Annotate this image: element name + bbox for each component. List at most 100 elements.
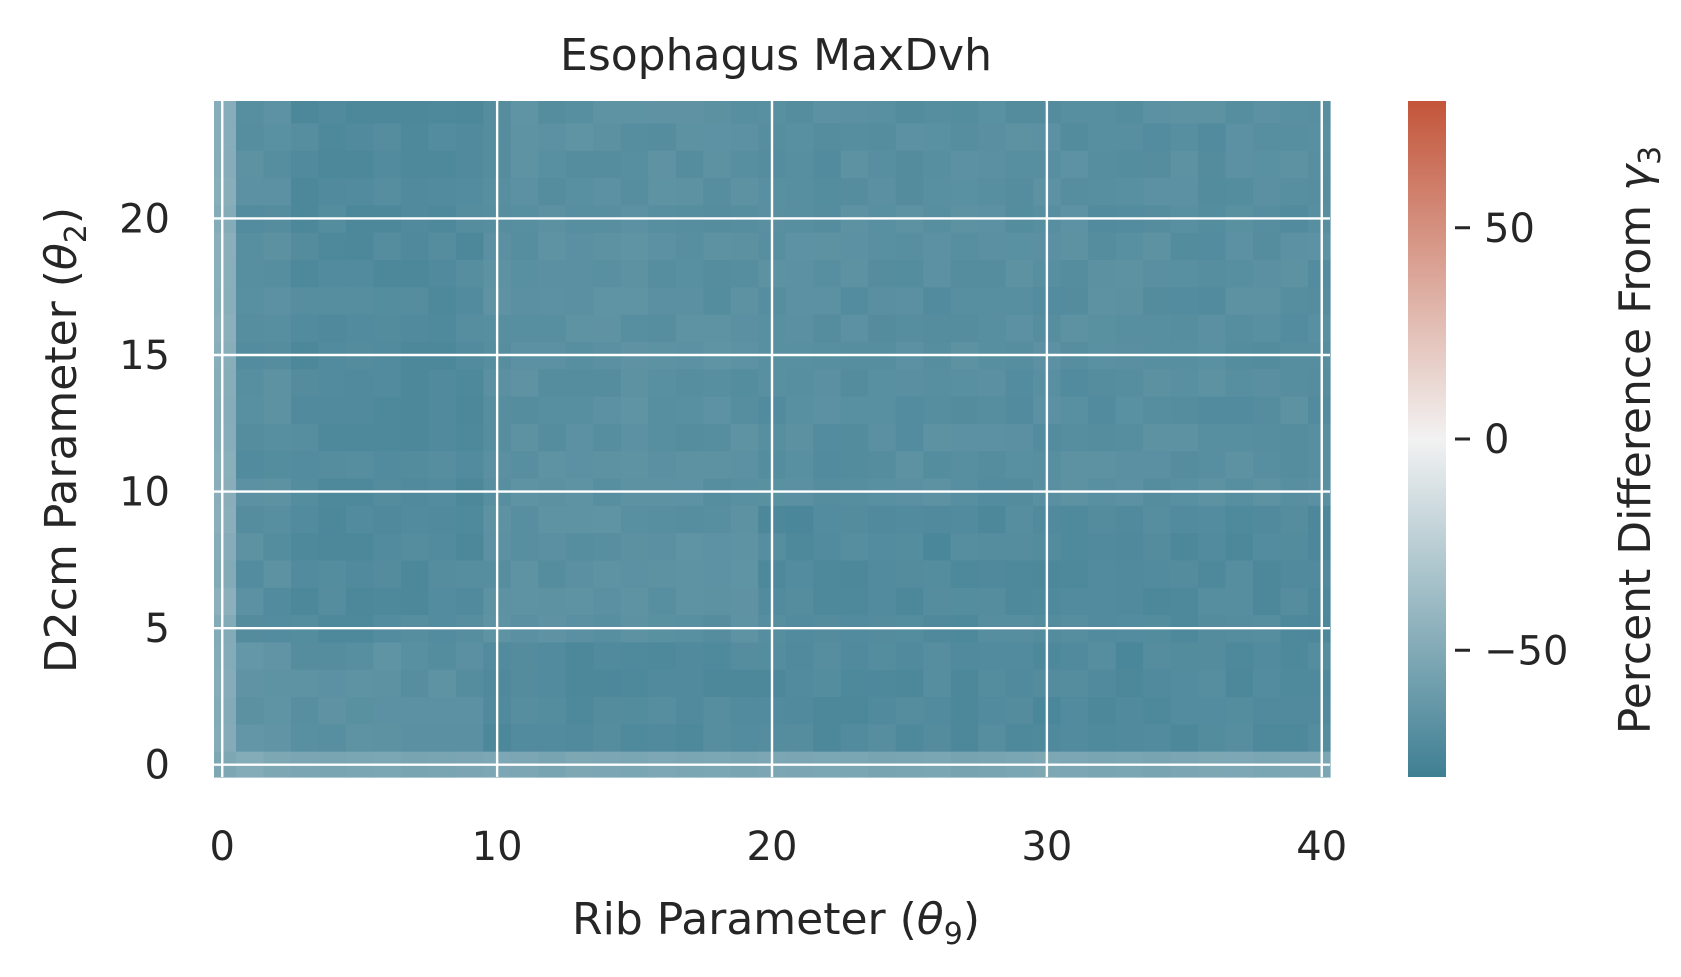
heatmap-cell (1143, 286, 1172, 315)
heatmap-cell (620, 395, 649, 424)
heatmap-cell (1170, 150, 1199, 179)
heatmap-cell (703, 259, 732, 288)
heatmap-cell (538, 368, 567, 397)
heatmap-cell (978, 368, 1007, 397)
heatmap-cell (895, 423, 924, 452)
heatmap-cell (263, 259, 292, 288)
heatmap-cell (318, 587, 347, 616)
heatmap-cell (1225, 368, 1254, 397)
heatmap-cell (1060, 259, 1089, 288)
heatmap-cell (813, 395, 842, 424)
heatmap-cell (1060, 395, 1089, 424)
heatmap-cell (785, 723, 814, 752)
heatmap-cell (1005, 101, 1034, 124)
heatmap-cell (868, 232, 897, 261)
heatmap-cell (538, 177, 567, 206)
heatmap-cell (785, 259, 814, 288)
heatmap-cell (1143, 232, 1172, 261)
heatmap-cell (565, 177, 594, 206)
heatmap-cell (455, 587, 484, 616)
heatmap-cell (1225, 723, 1254, 752)
heatmap-cell (840, 101, 869, 124)
heatmap-cell (373, 532, 402, 561)
heatmap-cell (455, 505, 484, 534)
heatmap-cell (400, 177, 430, 206)
heatmap-cell (950, 286, 979, 315)
heatmap-cell (730, 101, 759, 124)
heatmap-cell (923, 395, 952, 424)
heatmap-cell (1060, 723, 1089, 752)
heatmap-cell (1170, 314, 1199, 342)
heatmap-cell (214, 259, 237, 288)
heatmap-cell (1115, 259, 1144, 288)
heatmap-cell (1005, 259, 1034, 288)
heatmap-cell (813, 314, 842, 342)
heatmap-cell (455, 101, 484, 124)
heatmap-cell (538, 259, 567, 288)
heatmap-cell (565, 696, 594, 725)
heatmap-cell (923, 101, 952, 124)
heatmap-cell (1088, 505, 1117, 534)
heatmap-cell (214, 286, 237, 315)
heatmap-cell (1005, 505, 1034, 534)
heatmap-cell (1115, 122, 1144, 151)
heatmap-cell (1225, 232, 1254, 261)
heatmap-cell (1198, 150, 1227, 179)
heatmap-cell (895, 259, 924, 288)
heatmap-cell (1088, 423, 1117, 452)
heatmap-cell (950, 150, 979, 179)
heatmap-cell (1253, 368, 1282, 397)
y-tick-label: 15 (119, 333, 170, 379)
heatmap-cell (373, 314, 402, 342)
heatmap-cell (263, 559, 292, 588)
heatmap-cell (263, 314, 292, 342)
heatmap-cell (895, 150, 924, 179)
heatmap-cell (1115, 101, 1144, 124)
heatmap-cell (1115, 177, 1144, 206)
heatmap-cell (1170, 723, 1199, 752)
heatmap-cell (1170, 669, 1199, 698)
heatmap-cell (318, 505, 347, 534)
heatmap-cell (1005, 450, 1034, 479)
heatmap-cell (1308, 696, 1331, 725)
y-tick-label: 0 (145, 743, 170, 789)
heatmap-cell (648, 587, 677, 616)
heatmap-cell (345, 559, 375, 588)
heatmap-cell (840, 177, 869, 206)
heatmap-cell (785, 150, 814, 179)
heatmap-cell (1308, 232, 1331, 261)
heatmap-cell (1225, 101, 1254, 124)
heatmap-cell (263, 532, 292, 561)
heatmap-cell (214, 150, 237, 179)
heatmap-cell (1280, 286, 1309, 315)
heatmap-cell (950, 101, 979, 124)
heatmap-cell (400, 696, 430, 725)
heatmap-cell (730, 423, 759, 452)
heatmap-cell (1088, 669, 1117, 698)
heatmap-cell (1060, 669, 1089, 698)
heatmap-cell (868, 696, 897, 725)
heatmap-cell (1225, 532, 1254, 561)
heatmap-cell (703, 669, 732, 698)
heatmap-cell (510, 259, 539, 288)
heatmap-cell (510, 232, 539, 261)
heatmap-cell (978, 150, 1007, 179)
heatmap-cell (730, 368, 759, 397)
heatmap-cell (1198, 532, 1227, 561)
heatmap-cell (214, 314, 237, 342)
heatmap-cell (1170, 696, 1199, 725)
heatmap-cell (675, 177, 704, 206)
heatmap-cell (895, 314, 924, 342)
heatmap-cell (318, 696, 347, 725)
heatmap-cell (868, 723, 897, 752)
heatmap-cell (895, 232, 924, 261)
heatmap-cell (318, 450, 347, 479)
heatmap-cell (1225, 395, 1254, 424)
heatmap-cell (593, 286, 622, 315)
heatmap-cell (373, 559, 402, 588)
heatmap-cell (1005, 723, 1034, 752)
heatmap-cell (620, 150, 649, 179)
heatmap-cell (703, 101, 732, 124)
heatmap-cell (648, 669, 677, 698)
heatmap-cell (565, 150, 594, 179)
